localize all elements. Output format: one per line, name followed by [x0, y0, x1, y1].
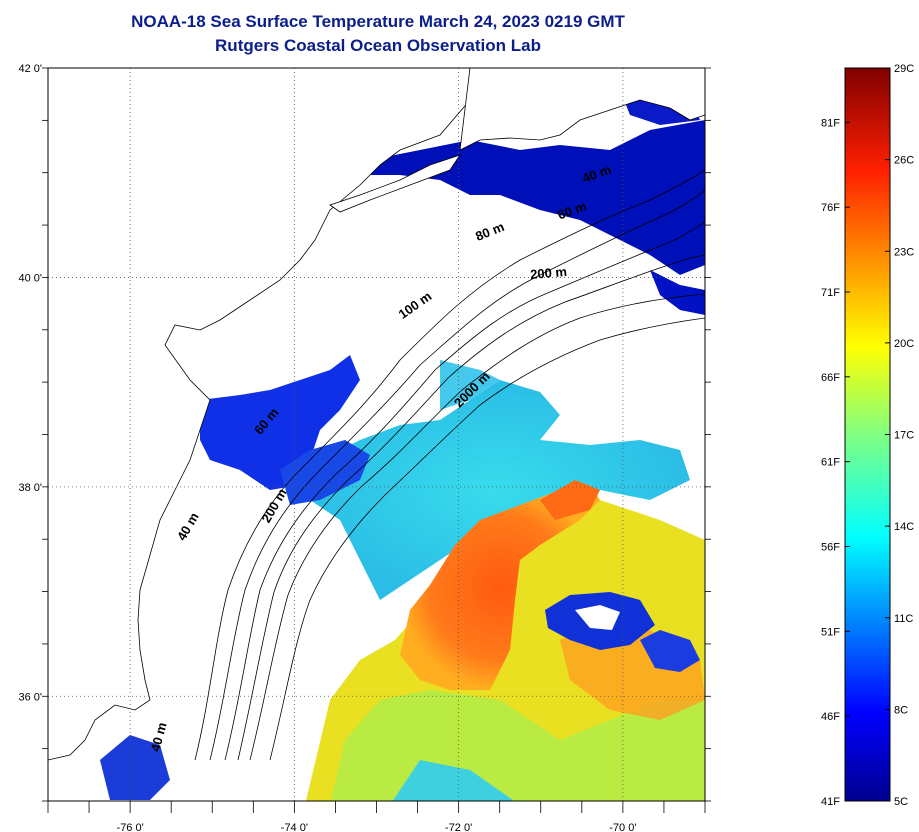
colorbar-c-label: 11C [894, 613, 913, 625]
colorbar-c-label: 17C [894, 430, 914, 442]
colorbar-f-label: 41F [821, 796, 840, 808]
colorbar-f-label: 71F [821, 287, 840, 299]
colorbar-c-label: 26C [894, 155, 914, 167]
sst-warm-core [400, 485, 600, 690]
colorbar-f-label: 76F [821, 202, 840, 214]
lat-tick-label: 42 0' [18, 63, 42, 75]
colorbar-f-label: 56F [821, 541, 840, 553]
lon-tick-label: -70 0' [609, 822, 636, 832]
contour-80m [224, 221, 705, 761]
colorbar-c-label: 5C [894, 796, 908, 808]
lat-tick-label: 40 0' [18, 272, 42, 284]
colorbar-c-label: 20C [894, 338, 914, 350]
contour-label: 80 m [473, 219, 506, 244]
colorbar [844, 67, 891, 802]
land-longisland [329, 154, 461, 213]
contour-100m [237, 254, 705, 761]
colorbar-f-label: 66F [821, 372, 840, 384]
lon-tick-label: -72 0' [445, 822, 472, 832]
contour-label: 200 m [530, 264, 568, 282]
map-ticks: 42 0' 40 0' 38 0' 36 0' -76 0' -74 0' -72 0' -7… [18, 63, 711, 832]
contour-60m [209, 189, 705, 761]
sst-warm-core-2 [540, 480, 600, 520]
sst-cold-eddy-2 [640, 630, 700, 672]
contour-label: 100 m [396, 288, 435, 321]
lat-tick-label: 38 0' [18, 482, 42, 494]
colorbar-c-label: 23C [894, 246, 914, 258]
contour-40m [194, 169, 705, 761]
land-mainland [48, 68, 471, 761]
contour-label: 200 m [258, 486, 289, 525]
sst-cyan-band [300, 380, 690, 600]
land-mask [48, 68, 705, 761]
colorbar-f-label: 61F [821, 457, 840, 469]
map-subtitle: Rutgers Coastal Ocean Observation Lab [215, 36, 541, 55]
sst-north-blue-2 [650, 270, 705, 315]
map-title: NOAA-18 Sea Surface Temperature March 24… [131, 12, 625, 31]
contour-2000m [269, 317, 705, 761]
bathymetry-contours [194, 169, 705, 761]
lon-tick-label: -76 0' [117, 822, 144, 832]
colorbar-f-label: 51F [821, 626, 840, 638]
colorbar-f-label: 81F [821, 117, 840, 129]
contour-label: 40 m [174, 510, 202, 543]
sst-cyan-south [392, 760, 515, 801]
sst-field [65, 90, 705, 801]
sst-southcoast-blue [100, 735, 170, 800]
contour-label: 40 m [148, 721, 170, 754]
sst-cloud-gap [575, 605, 620, 630]
colorbar-labels: 29C 26C 23C 20C 17C 14C 11C 8C 5C 81F 76F 71F 66F 61F… [821, 63, 914, 808]
sst-shelf-blue [200, 355, 360, 490]
contour-200m [249, 293, 705, 761]
lat-tick-label: 36 0' [18, 691, 42, 703]
land-newengland [459, 68, 705, 151]
colorbar-f-label: 46F [821, 711, 840, 723]
colorbar-c-label: 29C [894, 63, 914, 75]
colorbar-c-label: 8C [894, 704, 908, 716]
colorbar-c-label: 14C [894, 521, 914, 533]
lon-tick-label: -74 0' [281, 822, 308, 832]
